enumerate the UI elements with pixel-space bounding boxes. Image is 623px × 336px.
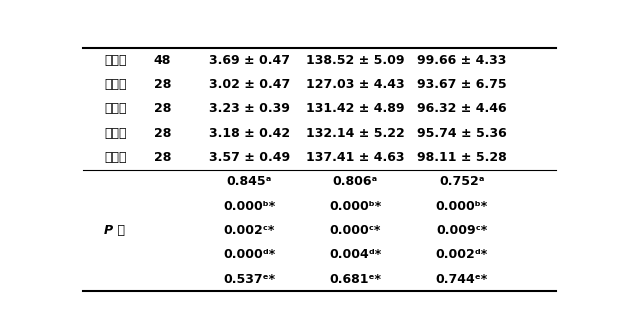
Text: 28: 28 xyxy=(154,151,171,164)
Text: 127.03 ± 4.43: 127.03 ± 4.43 xyxy=(306,78,405,91)
Text: 第三组: 第三组 xyxy=(105,54,127,67)
Text: 93.67 ± 6.75: 93.67 ± 6.75 xyxy=(417,78,506,91)
Text: 第四组: 第四组 xyxy=(105,78,127,91)
Text: 0.002ᵈ*: 0.002ᵈ* xyxy=(435,248,488,261)
Text: 0.681ᵉ*: 0.681ᵉ* xyxy=(330,272,381,286)
Text: 第六组: 第六组 xyxy=(105,127,127,140)
Text: 132.14 ± 5.22: 132.14 ± 5.22 xyxy=(306,127,405,140)
Text: 99.66 ± 4.33: 99.66 ± 4.33 xyxy=(417,54,506,67)
Text: 137.41 ± 4.63: 137.41 ± 4.63 xyxy=(307,151,405,164)
Text: 0.000ᶜ*: 0.000ᶜ* xyxy=(330,224,381,237)
Text: 0.000ᵇ*: 0.000ᵇ* xyxy=(223,200,275,213)
Text: 138.52 ± 5.09: 138.52 ± 5.09 xyxy=(307,54,405,67)
Text: 28: 28 xyxy=(154,78,171,91)
Text: 0.744ᵉ*: 0.744ᵉ* xyxy=(435,272,488,286)
Text: 0.000ᵈ*: 0.000ᵈ* xyxy=(223,248,275,261)
Text: 28: 28 xyxy=(154,127,171,140)
Text: 0.000ᵇ*: 0.000ᵇ* xyxy=(330,200,382,213)
Text: 0.537ᵉ*: 0.537ᵉ* xyxy=(223,272,275,286)
Text: 0.806ᵃ: 0.806ᵃ xyxy=(333,175,378,188)
Text: 第七组: 第七组 xyxy=(105,151,127,164)
Text: 98.11 ± 5.28: 98.11 ± 5.28 xyxy=(417,151,506,164)
Text: 3.02 ± 0.47: 3.02 ± 0.47 xyxy=(209,78,290,91)
Text: 0.752ᵃ: 0.752ᵃ xyxy=(439,175,485,188)
Text: 48: 48 xyxy=(154,54,171,67)
Text: 0.000ᵇ*: 0.000ᵇ* xyxy=(435,200,488,213)
Text: 3.23 ± 0.39: 3.23 ± 0.39 xyxy=(209,102,290,115)
Text: 第五组: 第五组 xyxy=(105,102,127,115)
Text: 95.74 ± 5.36: 95.74 ± 5.36 xyxy=(417,127,506,140)
Text: 96.32 ± 4.46: 96.32 ± 4.46 xyxy=(417,102,506,115)
Text: P 值: P 值 xyxy=(105,224,125,237)
Text: 3.57 ± 0.49: 3.57 ± 0.49 xyxy=(209,151,290,164)
Text: 0.002ᶜ*: 0.002ᶜ* xyxy=(224,224,275,237)
Text: 0.009ᶜ*: 0.009ᶜ* xyxy=(436,224,487,237)
Text: 3.18 ± 0.42: 3.18 ± 0.42 xyxy=(209,127,290,140)
Text: 0.004ᵈ*: 0.004ᵈ* xyxy=(330,248,382,261)
Text: 3.69 ± 0.47: 3.69 ± 0.47 xyxy=(209,54,290,67)
Text: 131.42 ± 4.89: 131.42 ± 4.89 xyxy=(307,102,405,115)
Text: 28: 28 xyxy=(154,102,171,115)
Text: 0.845ᵃ: 0.845ᵃ xyxy=(227,175,272,188)
